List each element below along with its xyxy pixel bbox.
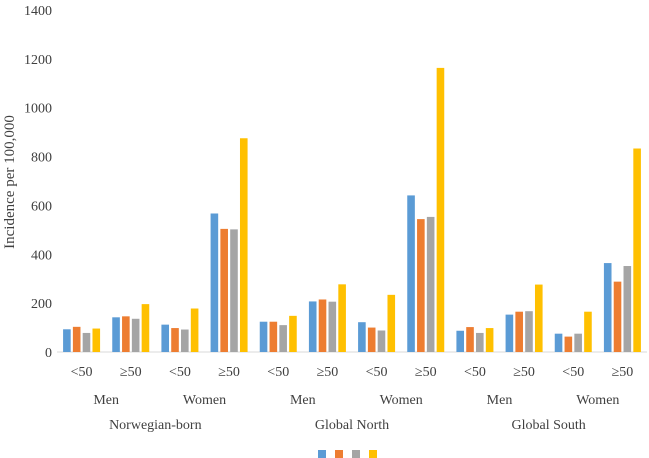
y-tick-label: 800 [31,151,52,166]
sex-label: Men [487,393,513,408]
y-tick-label: 1000 [24,102,52,117]
y-tick-label: 0 [45,346,52,361]
sex-label: Women [380,393,423,408]
bar [633,148,641,352]
bar [210,213,219,352]
y-tick-label: 400 [31,248,52,263]
bar [279,325,287,352]
bar [181,329,189,352]
bar [466,327,474,352]
group-label: Norwegian-born [109,418,202,433]
bar [131,318,140,352]
age-label: <50 [169,365,191,380]
bar [623,266,632,352]
y-tick-label: 1400 [24,4,52,19]
bar [387,294,396,352]
bar [82,332,91,352]
bar [220,228,228,352]
bar [289,315,297,352]
age-label: ≥50 [120,365,142,380]
age-label: ≥50 [317,365,339,380]
age-label: <50 [562,365,584,380]
bar [515,311,523,352]
bar [239,138,248,352]
bar [63,329,71,352]
bar [230,229,238,352]
bar [377,330,386,352]
sex-label: Men [290,393,316,408]
bar [367,327,376,352]
bar [358,322,366,352]
bar [613,281,622,352]
bar [525,311,533,352]
bar [476,332,484,352]
y-tick-label: 1200 [24,53,52,68]
bar [505,314,514,352]
bar [122,316,130,352]
bar [141,304,150,352]
y-tick-label: 600 [31,199,52,214]
legend [318,450,377,458]
age-label: ≥50 [612,365,634,380]
bar [554,333,563,352]
legend-swatch [335,450,343,458]
bar [426,216,435,352]
bar [564,336,573,352]
bar [417,219,425,352]
bar [603,263,612,352]
bar [436,67,445,352]
sex-label: Women [576,393,619,408]
bar [584,311,592,352]
bar [338,284,346,352]
bar [269,321,278,352]
group-label: Global North [315,418,389,433]
age-label: <50 [366,365,388,380]
legend-swatch [352,450,360,458]
bar [112,317,120,352]
bar [456,330,465,352]
bar [92,328,101,352]
bar [171,328,179,352]
legend-swatch [318,450,326,458]
bar [161,324,170,352]
bar [190,308,199,352]
bar [485,328,494,352]
bar [407,195,415,352]
bar [259,321,268,352]
age-label: ≥50 [415,365,437,380]
age-label: <50 [464,365,486,380]
bar [308,301,317,352]
bar [72,326,81,352]
y-tick-label: 200 [31,297,52,312]
sex-label: Women [183,393,226,408]
bar [534,284,543,352]
bar [574,333,582,352]
age-label: <50 [71,365,93,380]
plot-area: 0 200 400 600 800 1000 1200 1400 <50 ≥50 <50 ≥50 <50… [24,4,647,433]
age-label: ≥50 [513,365,535,380]
age-label: <50 [267,365,289,380]
group-label: Global South [512,418,586,433]
y-axis-title: Incidence per 100,000 [2,115,18,249]
age-label: ≥50 [218,365,240,380]
bar [318,299,327,352]
sex-label: Men [93,393,119,408]
legend-swatch [369,450,377,458]
bar [328,301,337,352]
